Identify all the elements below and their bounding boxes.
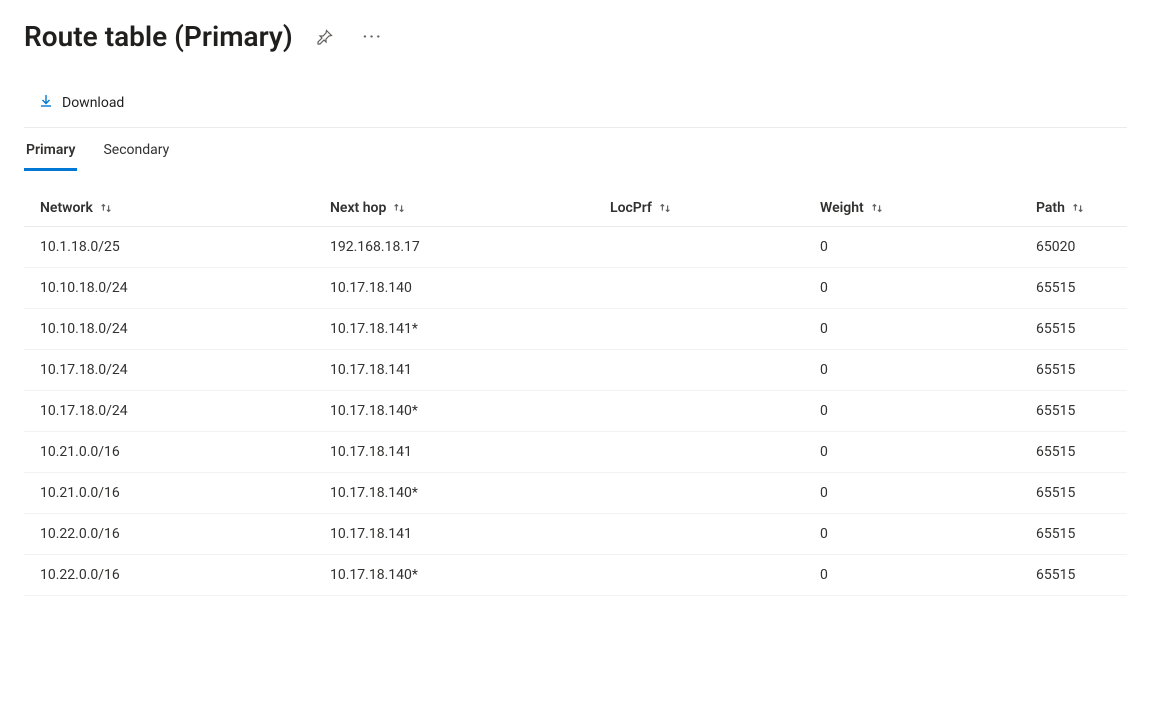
page-header: Route table (Primary) ··· [24,20,1127,53]
cell-weight: 0 [820,321,1036,337]
cell-nexthop: 10.17.18.141* [330,321,610,337]
cell-weight: 0 [820,403,1036,419]
column-header-network[interactable]: Network [40,200,330,216]
cell-weight: 0 [820,567,1036,583]
cell-nexthop: 10.17.18.140* [330,403,610,419]
download-button[interactable]: Download [32,89,130,117]
cell-network: 10.21.0.0/16 [40,444,330,460]
column-label: Next hop [330,200,386,216]
cell-network: 10.10.18.0/24 [40,321,330,337]
page-title: Route table (Primary) [24,20,293,53]
cell-weight: 0 [820,239,1036,255]
sort-icon [870,201,884,215]
table-body: 10.1.18.0/25192.168.18.1706502010.10.18.… [24,227,1127,596]
table-header-row: Network Next hop LocPrf [24,190,1127,227]
tab-label: Secondary [103,142,169,158]
cell-network: 10.21.0.0/16 [40,485,330,501]
download-icon [38,93,54,113]
cell-path: 65020 [1036,239,1111,255]
column-header-weight[interactable]: Weight [820,200,1036,216]
cell-weight: 0 [820,280,1036,296]
tabs: Primary Secondary [24,130,1127,172]
cell-path: 65515 [1036,362,1111,378]
cell-locprf [610,444,820,460]
cell-network: 10.17.18.0/24 [40,403,330,419]
table-row[interactable]: 10.21.0.0/1610.17.18.141 065515 [24,432,1127,473]
download-label: Download [62,95,124,111]
tab-label: Primary [26,142,75,158]
table-row[interactable]: 10.22.0.0/1610.17.18.141 065515 [24,514,1127,555]
table-row[interactable]: 10.1.18.0/25192.168.18.17 065020 [24,227,1127,268]
column-header-nexthop[interactable]: Next hop [330,200,610,216]
cell-path: 65515 [1036,280,1111,296]
cell-weight: 0 [820,485,1036,501]
cell-path: 65515 [1036,403,1111,419]
cell-network: 10.22.0.0/16 [40,567,330,583]
cell-network: 10.22.0.0/16 [40,526,330,542]
cell-nexthop: 10.17.18.140* [330,567,610,583]
column-label: Network [40,200,93,216]
cell-network: 10.1.18.0/25 [40,239,330,255]
table-row[interactable]: 10.17.18.0/2410.17.18.140* 065515 [24,391,1127,432]
cell-nexthop: 10.17.18.141 [330,362,610,378]
cell-locprf [610,280,820,296]
column-label: LocPrf [610,200,652,216]
cell-nexthop: 10.17.18.140 [330,280,610,296]
cell-network: 10.10.18.0/24 [40,280,330,296]
table-row[interactable]: 10.22.0.0/1610.17.18.140* 065515 [24,555,1127,596]
cell-weight: 0 [820,444,1036,460]
cell-network: 10.17.18.0/24 [40,362,330,378]
cell-nexthop: 10.17.18.140* [330,485,610,501]
cell-weight: 0 [820,526,1036,542]
tab-secondary[interactable]: Secondary [101,130,171,171]
cell-weight: 0 [820,362,1036,378]
route-table: Network Next hop LocPrf [24,190,1127,596]
cell-path: 65515 [1036,444,1111,460]
table-row[interactable]: 10.10.18.0/2410.17.18.140 065515 [24,268,1127,309]
sort-icon [658,201,672,215]
sort-icon [1071,201,1085,215]
cell-locprf [610,239,820,255]
column-header-locprf[interactable]: LocPrf [610,200,820,216]
cell-path: 65515 [1036,567,1111,583]
cell-locprf [610,485,820,501]
column-label: Weight [820,200,864,216]
column-label: Path [1036,200,1065,216]
cell-locprf [610,362,820,378]
table-row[interactable]: 10.10.18.0/2410.17.18.141* 065515 [24,309,1127,350]
cell-locprf [610,321,820,337]
cell-nexthop: 10.17.18.141 [330,444,610,460]
table-row[interactable]: 10.21.0.0/1610.17.18.140* 065515 [24,473,1127,514]
cell-path: 65515 [1036,321,1111,337]
sort-icon [392,201,406,215]
cell-nexthop: 10.17.18.141 [330,526,610,542]
toolbar: Download [24,81,1127,128]
column-header-path[interactable]: Path [1036,200,1111,216]
cell-locprf [610,526,820,542]
cell-locprf [610,403,820,419]
sort-icon [99,201,113,215]
table-row[interactable]: 10.17.18.0/2410.17.18.141 065515 [24,350,1127,391]
cell-locprf [610,567,820,583]
pin-icon[interactable] [309,21,341,53]
cell-nexthop: 192.168.18.17 [330,239,610,255]
tab-primary[interactable]: Primary [24,130,77,171]
more-icon[interactable]: ··· [357,21,389,53]
cell-path: 65515 [1036,485,1111,501]
cell-path: 65515 [1036,526,1111,542]
